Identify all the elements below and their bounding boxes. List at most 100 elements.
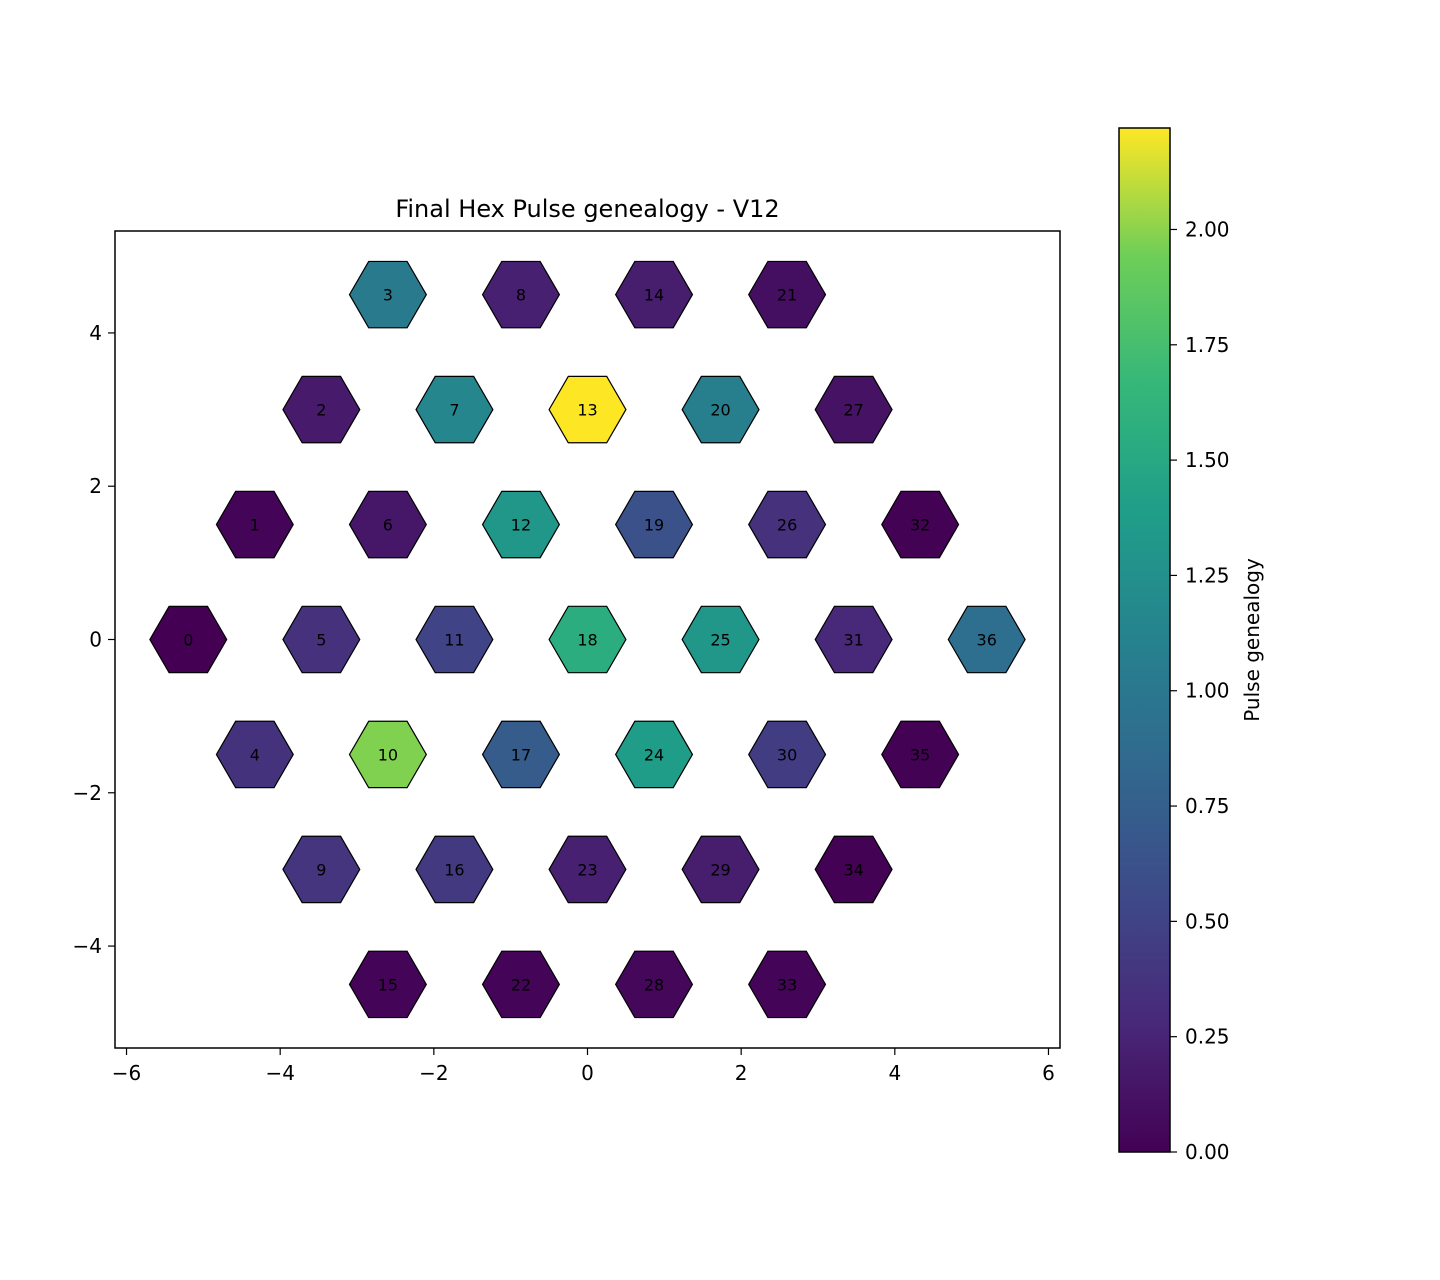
x-tick-label: 0 — [581, 1061, 594, 1085]
y-tick-label: 2 — [89, 474, 102, 498]
hex-cell-label: 0 — [183, 631, 193, 650]
hex-cell-label: 9 — [316, 860, 326, 879]
hex-cell — [814, 835, 893, 904]
y-tick-label: −4 — [73, 934, 102, 958]
x-tick-label: 2 — [735, 1061, 748, 1085]
hex-cell-label: 26 — [777, 516, 797, 535]
hex-cell-label: 17 — [511, 745, 531, 764]
colorbar-tick-label: 1.00 — [1185, 679, 1230, 703]
hex-cell-label: 16 — [444, 860, 464, 879]
hex-cell — [548, 375, 627, 444]
hex-cell — [681, 375, 760, 444]
hex-cell — [282, 835, 361, 904]
colorbar-tick-label: 2.00 — [1185, 217, 1230, 241]
hex-cells-layer: 0123456789101112131415161718192021222324… — [149, 260, 1026, 1019]
x-tick-label: −6 — [112, 1061, 141, 1085]
hex-cell — [747, 260, 827, 329]
hex-cell — [747, 950, 827, 1019]
hex-cell-label: 23 — [577, 860, 597, 879]
hex-cell-label: 20 — [710, 401, 730, 420]
hex-cell-label: 32 — [910, 516, 930, 535]
hex-cell — [548, 835, 627, 904]
colorbar-tick-label: 1.75 — [1185, 333, 1230, 357]
hex-cell-label: 19 — [644, 516, 664, 535]
hex-cell — [282, 375, 361, 444]
x-tick-label: 6 — [1042, 1061, 1055, 1085]
hex-cell-label: 22 — [511, 975, 531, 994]
hex-cell — [814, 375, 893, 444]
hex-cell-label: 27 — [843, 401, 863, 420]
hex-cell-label: 8 — [516, 286, 526, 305]
hex-cell-label: 1 — [250, 516, 260, 535]
hex-cell-label: 12 — [511, 516, 531, 535]
hex-cell-label: 36 — [977, 631, 997, 650]
hex-cell-label: 14 — [644, 286, 664, 305]
chart-title: Final Hex Pulse genealogy - V12 — [395, 195, 779, 223]
hex-cell — [149, 605, 228, 674]
hex-cell — [881, 720, 960, 789]
hex-cell — [215, 490, 294, 559]
hex-cell-label: 10 — [378, 745, 398, 764]
hex-cell-label: 7 — [449, 401, 459, 420]
colorbar-tick-label: 0.00 — [1185, 1140, 1230, 1164]
hex-cell-label: 24 — [644, 745, 664, 764]
hex-cell — [614, 720, 694, 789]
hex-cell-label: 28 — [644, 975, 664, 994]
hex-cell — [614, 490, 694, 559]
hex-cell — [415, 375, 494, 444]
hex-cell — [481, 950, 561, 1019]
y-axis: −4 −2 0 2 4 — [73, 321, 115, 958]
x-axis: −6 −4 −2 0 2 4 6 — [112, 1048, 1055, 1085]
hex-cell — [881, 490, 960, 559]
hex-cell — [348, 720, 428, 789]
hex-cell-label: 15 — [378, 975, 398, 994]
hex-cell-label: 25 — [710, 631, 730, 650]
hex-cell-label: 3 — [383, 286, 393, 305]
hex-cell — [348, 950, 428, 1019]
hex-cell-label: 33 — [777, 975, 797, 994]
y-tick-label: 4 — [89, 321, 102, 345]
colorbar-tick-label: 0.75 — [1185, 794, 1230, 818]
hex-cell — [747, 720, 827, 789]
hex-cell — [681, 835, 760, 904]
colorbar-tick-label: 1.25 — [1185, 563, 1230, 587]
hex-cell — [348, 260, 428, 329]
hex-cell-label: 5 — [316, 631, 326, 650]
colorbar-tick-label: 0.50 — [1185, 909, 1230, 933]
colorbar — [1118, 127, 1171, 1153]
hex-cell-label: 6 — [383, 516, 393, 535]
hex-cell-label: 2 — [316, 401, 326, 420]
hex-cell — [947, 605, 1026, 674]
hex-cell — [814, 605, 893, 674]
x-tick-label: 4 — [888, 1061, 901, 1085]
hex-cell-label: 31 — [843, 631, 863, 650]
y-tick-label: 0 — [89, 628, 102, 652]
x-tick-label: −4 — [265, 1061, 294, 1085]
hex-cell — [747, 490, 827, 559]
hex-cell — [681, 605, 760, 674]
hex-cell-label: 13 — [577, 401, 597, 420]
x-tick-label: −2 — [419, 1061, 448, 1085]
hex-cell — [215, 720, 294, 789]
hex-cell-label: 29 — [710, 860, 730, 879]
hex-cell — [481, 490, 561, 559]
colorbar-tick-label: 0.25 — [1185, 1025, 1230, 1049]
hex-cell-label: 4 — [250, 745, 260, 764]
hex-cell-label: 21 — [777, 286, 797, 305]
y-tick-label: −2 — [73, 781, 102, 805]
hex-cell-label: 11 — [444, 631, 464, 650]
hex-cell — [415, 605, 494, 674]
hex-cell — [614, 950, 694, 1019]
colorbar-axis: 0.00 0.25 0.50 0.75 1.00 1.25 1.50 1.75 2.00 — [1170, 217, 1230, 1164]
colorbar-tick-label: 1.50 — [1185, 448, 1230, 472]
hex-cell — [548, 605, 627, 674]
hex-cell — [481, 720, 561, 789]
hex-cell — [348, 490, 428, 559]
hex-cell-label: 34 — [843, 860, 863, 879]
hex-cell — [415, 835, 494, 904]
hex-cell — [481, 260, 561, 329]
hex-cell-label: 35 — [910, 745, 930, 764]
colorbar-label: Pulse genealogy — [1240, 558, 1264, 722]
hex-cell — [614, 260, 694, 329]
